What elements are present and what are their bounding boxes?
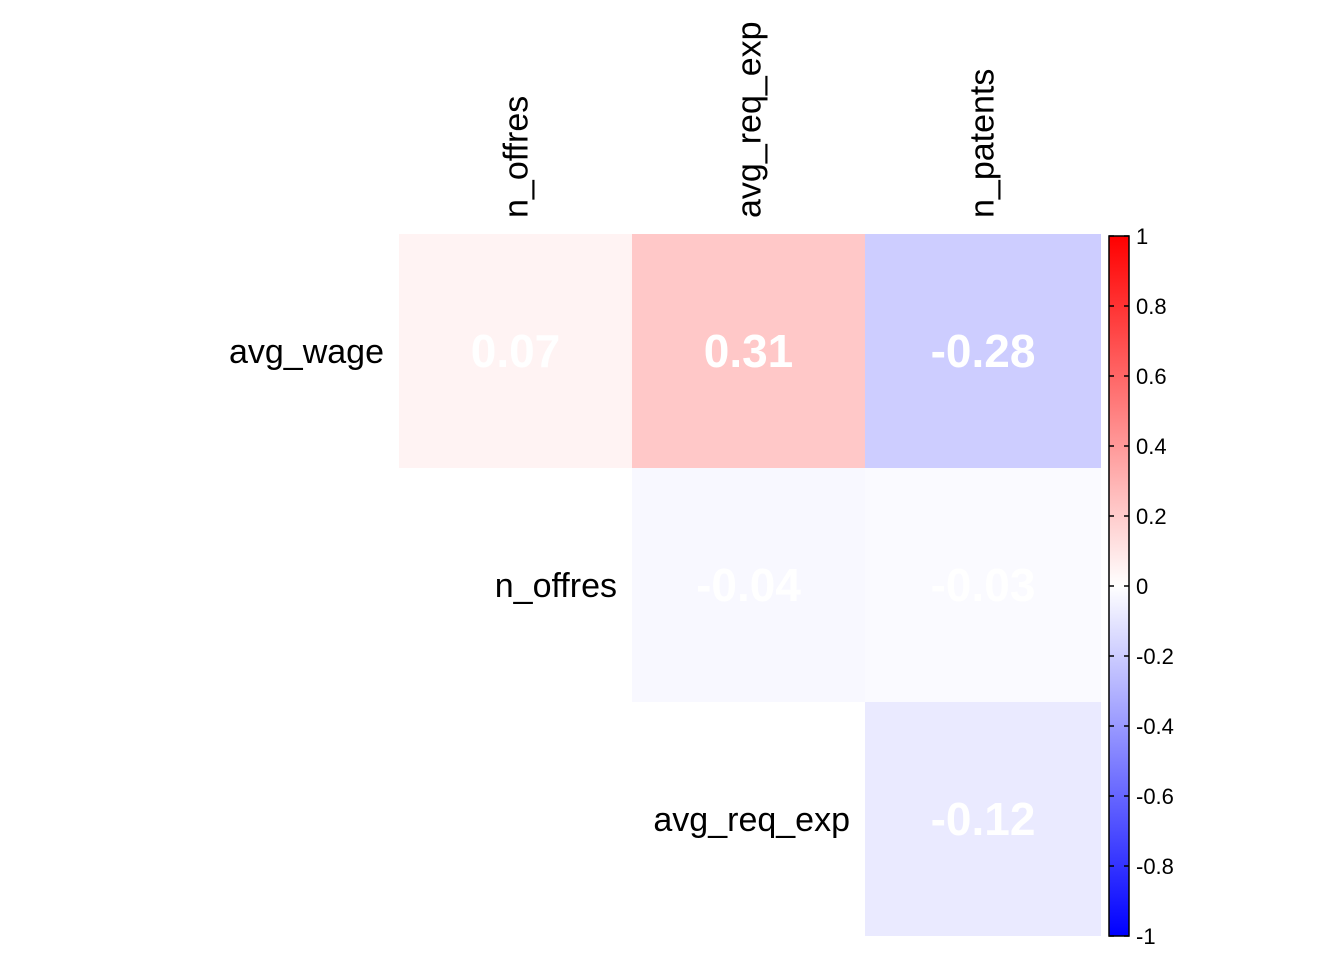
column-label-avg_req_exp: avg_req_exp [731, 21, 769, 218]
heatmap-cell-n_offres-avg_req_exp [632, 468, 865, 702]
heatmap-cell-n_offres-n_patents [865, 468, 1101, 702]
row-label-avg_req_exp: avg_req_exp [653, 801, 850, 839]
row-labels: avg_wage n_offres avg_req_exp [229, 333, 850, 839]
legend-tick-label: 0.2 [1136, 504, 1167, 529]
cell-value-label: -0.03 [931, 559, 1036, 611]
legend-tick-label: 0.6 [1136, 364, 1167, 389]
row-label-avg_wage: avg_wage [229, 333, 384, 371]
legend-tick-label: 0 [1136, 574, 1148, 599]
column-label-n_patents: n_patents [964, 69, 1002, 218]
column-labels: n_offres avg_req_exp n_patents [498, 21, 1002, 218]
cell-value-label: -0.12 [931, 793, 1036, 845]
column-label-n_offres: n_offres [498, 96, 536, 218]
legend-tick-label: -0.4 [1136, 714, 1174, 739]
heatmap-cell-avg_req_exp-n_patents [865, 702, 1101, 936]
cell-value-label: -0.04 [696, 559, 801, 611]
legend-tick-label: -0.2 [1136, 644, 1174, 669]
heatmap-cell-avg_wage-avg_req_exp [632, 234, 865, 468]
color-scale-legend: 1 0.8 0.6 0.4 0.2 0 -0.2 -0.4 -0.6 -0.8 -1 [1108, 224, 1174, 949]
heatmap-cell-avg_wage-n_offres [399, 234, 632, 468]
legend-tick-label: -0.6 [1136, 784, 1174, 809]
legend-tick-label: 1 [1136, 224, 1148, 249]
legend-tick-label: -0.8 [1136, 854, 1174, 879]
row-label-n_offres: n_offres [495, 567, 617, 605]
cell-value-label: 0.31 [704, 325, 794, 377]
legend-tick-label: -1 [1136, 924, 1156, 949]
cell-value-label: 0.07 [471, 325, 561, 377]
heatmap-cells: 0.07 0.31 -0.28 -0.04 -0.03 -0.12 [399, 234, 1101, 936]
heatmap-cell-avg_wage-n_patents [865, 234, 1101, 468]
legend-tick-label: 0.8 [1136, 294, 1167, 319]
cell-value-label: -0.28 [931, 325, 1036, 377]
legend-tick-label: 0.4 [1136, 434, 1167, 459]
